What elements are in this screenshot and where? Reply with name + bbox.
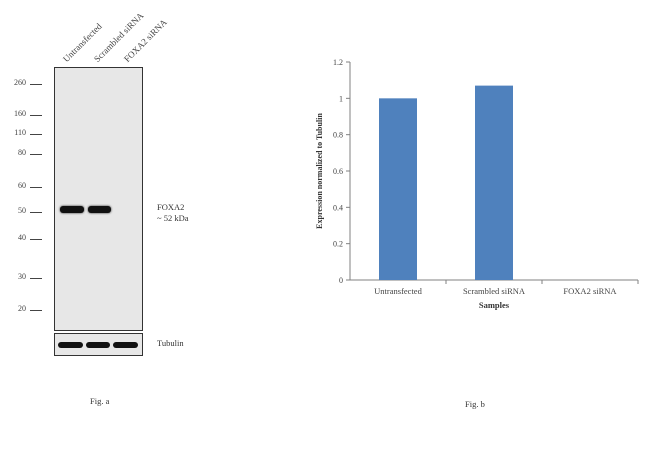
target-size-label: ~ 52 kDa [157, 213, 189, 223]
y-tick-label: 0.6 [333, 167, 343, 176]
mw-label: 60 [18, 181, 26, 190]
band-tubulin-scrambled [86, 342, 110, 348]
y-tick-label: 1.2 [333, 58, 343, 67]
blot-panel-main [54, 67, 143, 331]
y-ticks: 0 0.2 0.4 0.6 0.8 1 1.2 [333, 58, 350, 285]
x-tick-label: Scrambled siRNA [463, 286, 526, 296]
y-tick-label: 0 [339, 276, 343, 285]
mw-label: 50 [18, 206, 26, 215]
band-foxa2-scrambled [88, 206, 111, 213]
mw-label: 260 [14, 78, 26, 87]
mw-label: 30 [18, 272, 26, 281]
fig-b-caption: Fig. b [465, 399, 485, 409]
band-tubulin-foxa2 [113, 342, 138, 348]
x-axis-title: Samples [479, 300, 510, 310]
bar-scrambled-sirna [475, 85, 513, 280]
x-tick-label: Untransfected [374, 286, 422, 296]
y-tick-label: 0.8 [333, 131, 343, 140]
mw-tick [30, 278, 42, 279]
mw-tick [30, 187, 42, 188]
mw-tick [30, 239, 42, 240]
y-tick-label: 0.4 [333, 203, 343, 212]
mw-label: 160 [14, 109, 26, 118]
bar-untransfected [379, 98, 417, 280]
y-tick-label: 1 [339, 94, 343, 103]
y-tick-label: 0.2 [333, 240, 343, 249]
band-foxa2-untransfected [60, 206, 84, 213]
mw-tick [30, 154, 42, 155]
mw-label: 20 [18, 304, 26, 313]
mw-tick [30, 310, 42, 311]
mw-tick [30, 115, 42, 116]
chart-bars [379, 85, 513, 280]
loading-control-label: Tubulin [157, 338, 184, 348]
mw-tick [30, 134, 42, 135]
mw-label: 80 [18, 148, 26, 157]
mw-tick [30, 212, 42, 213]
mw-label: 110 [14, 128, 26, 137]
mw-tick [30, 84, 42, 85]
y-axis-title: Expression normalized to Tubulin [315, 113, 324, 229]
fig-a-caption: Fig. a [90, 396, 110, 406]
target-label: FOXA2 [157, 202, 185, 212]
x-tick-label: FOXA2 siRNA [563, 286, 617, 296]
x-ticks: Untransfected Scrambled siRNA FOXA2 siRNA [374, 280, 639, 296]
blot-panel-tubulin [54, 333, 143, 356]
band-tubulin-untransfected [58, 342, 83, 348]
mw-label: 40 [18, 233, 26, 242]
